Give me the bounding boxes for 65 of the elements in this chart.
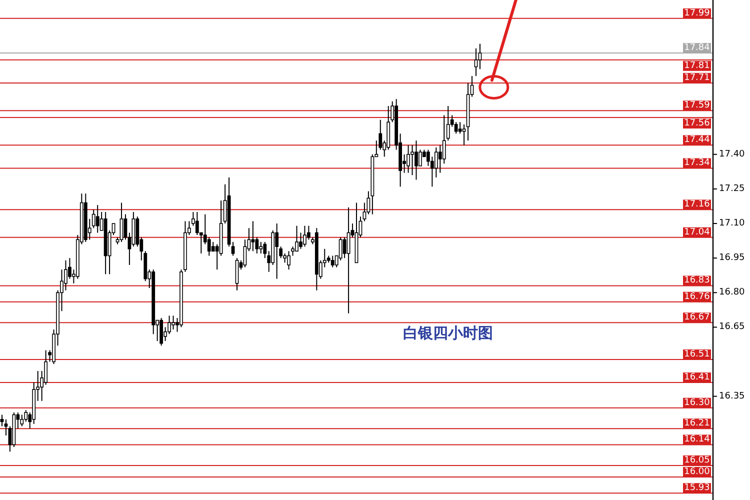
- candlestick: [414, 140, 418, 180]
- candlestick: [263, 241, 267, 259]
- ref-label: 17.71: [683, 72, 711, 83]
- candlestick: [211, 241, 215, 252]
- candlestick: [251, 220, 255, 252]
- ref-label: 17.44: [683, 135, 711, 146]
- ref-label: 16.41: [683, 372, 711, 382]
- candlestick: [195, 211, 199, 236]
- candlestick: [4, 418, 8, 436]
- ref-label: 17.34: [683, 158, 711, 168]
- candlestick: [207, 236, 211, 256]
- candlestick: [342, 236, 346, 259]
- ref-label: 16.83: [683, 276, 711, 286]
- candlestick: [303, 225, 306, 248]
- candlestick: [462, 124, 466, 146]
- candlestick: [362, 202, 366, 222]
- ref-label: 17.59: [683, 100, 711, 111]
- candlestick: [454, 122, 458, 134]
- candlestick: [307, 225, 310, 240]
- candlestick: [0, 414, 4, 427]
- candlestick: [64, 260, 68, 291]
- ref-label: 17.16: [683, 200, 711, 210]
- ref-label: 16.21: [683, 418, 711, 429]
- candlestick: [96, 204, 100, 234]
- y-tick-label: 17.40: [719, 149, 746, 160]
- candlestick: [275, 223, 279, 280]
- ref-label: 16.05: [683, 455, 711, 466]
- y-tick-label: 17.10: [719, 218, 746, 228]
- y-tick-label: 17.25: [719, 184, 745, 194]
- candlestick: [24, 410, 28, 422]
- candlestick: [235, 258, 239, 291]
- candlestick: [259, 241, 263, 254]
- ref-label: 16.14: [683, 434, 711, 445]
- candlestick: [330, 255, 334, 268]
- ref-label: 17.99: [683, 8, 711, 18]
- candlestick: [458, 122, 462, 134]
- ref-label: 16.00: [683, 466, 711, 477]
- ref-label: 17.56: [683, 118, 711, 128]
- ref-label: 17.84: [683, 43, 711, 53]
- candlestick: [172, 315, 175, 330]
- candlestick: [434, 146, 438, 178]
- candlestick: [92, 209, 96, 229]
- candlestick: [418, 149, 422, 166]
- y-tick-label: 16.80: [719, 288, 746, 298]
- ref-label: 16.67: [683, 312, 711, 323]
- y-tick-label: 16.95: [719, 253, 745, 264]
- ref-label: 16.51: [683, 349, 711, 360]
- candlestick: [406, 144, 410, 174]
- ref-label: 16.76: [683, 292, 711, 302]
- ref-label: 15.93: [683, 483, 711, 494]
- candlestick: [295, 225, 298, 252]
- y-tick-label: 16.65: [719, 322, 745, 332]
- ref-label: 17.04: [683, 227, 711, 238]
- candlestick: [243, 239, 247, 268]
- text: 白银四小时图: [403, 324, 493, 342]
- ref-label: 16.30: [683, 398, 711, 408]
- candlestick: [410, 144, 414, 176]
- candlestick: [20, 414, 24, 427]
- ref-label: 17.81: [683, 60, 711, 71]
- candlestick: [478, 43, 482, 70]
- candlestick: [378, 119, 382, 150]
- y-tick-label: 16.35: [719, 391, 745, 402]
- candlestick: [160, 317, 164, 346]
- candlestick: [231, 241, 235, 256]
- candlestick: [287, 250, 290, 270]
